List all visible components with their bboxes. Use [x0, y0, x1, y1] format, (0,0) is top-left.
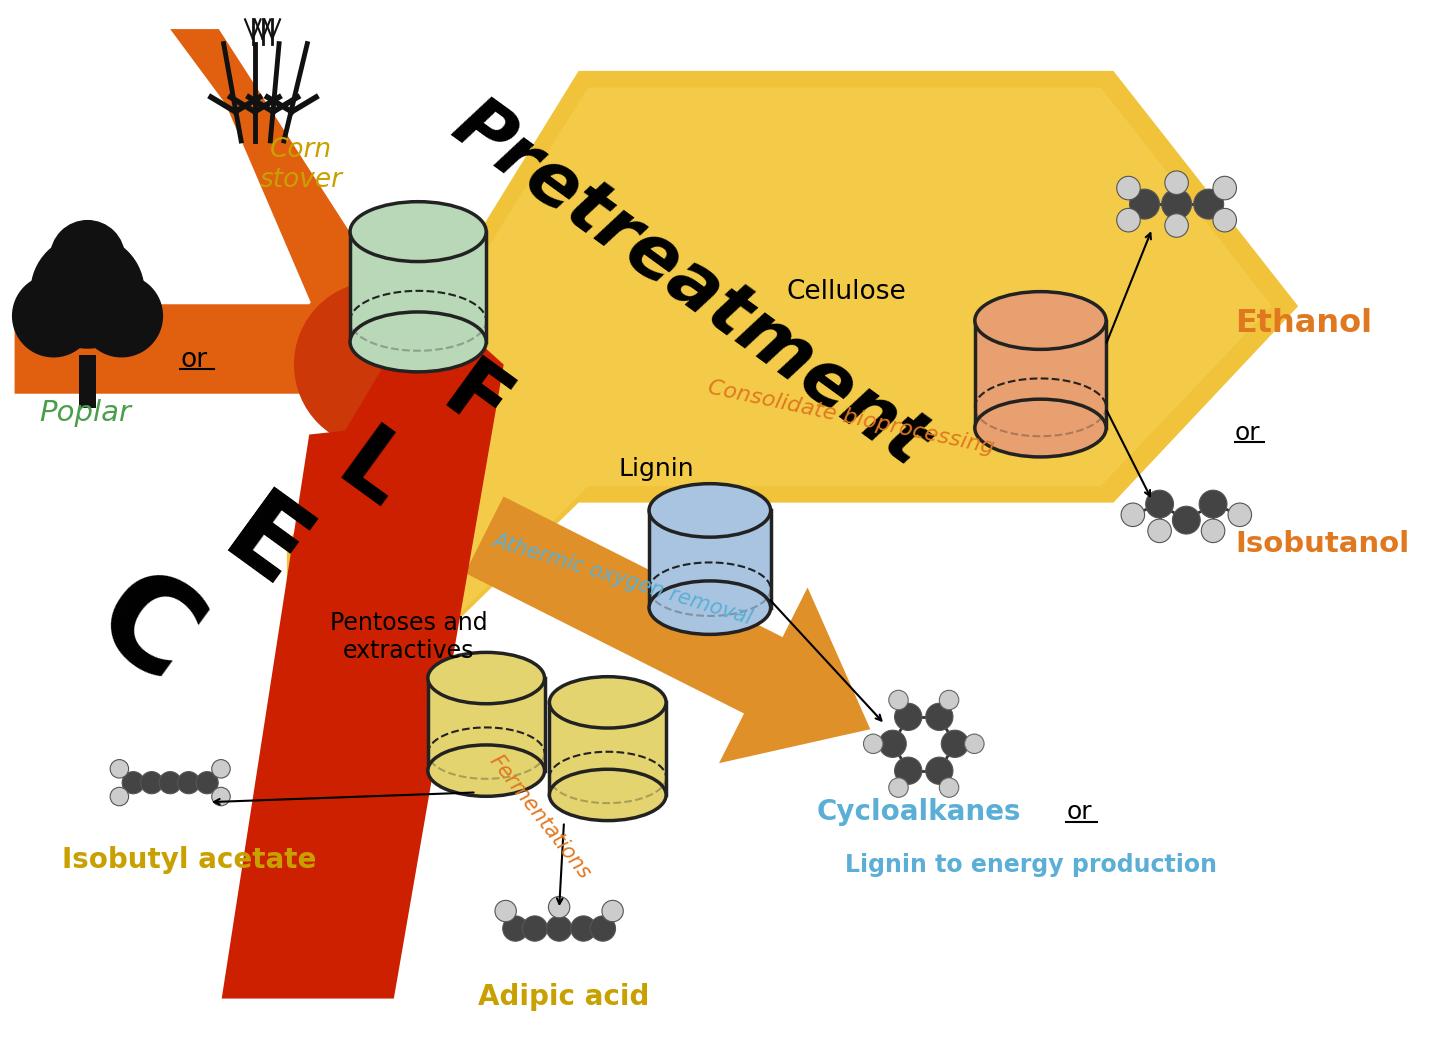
Bar — [975, 320, 1106, 429]
Circle shape — [926, 757, 953, 784]
Circle shape — [602, 900, 624, 922]
Text: Athermic oxygen removal: Athermic oxygen removal — [490, 529, 755, 628]
Polygon shape — [79, 355, 96, 408]
Text: F: F — [426, 351, 523, 453]
Circle shape — [81, 275, 163, 357]
Polygon shape — [222, 295, 504, 999]
Circle shape — [570, 916, 596, 941]
Text: Pretreatment: Pretreatment — [439, 88, 942, 482]
Bar — [550, 702, 667, 796]
Ellipse shape — [428, 652, 544, 704]
Circle shape — [50, 220, 124, 295]
Text: Poplar: Poplar — [39, 399, 131, 427]
Circle shape — [212, 788, 230, 805]
Circle shape — [1194, 189, 1224, 219]
Text: Cellulose: Cellulose — [786, 278, 906, 304]
Text: Pentoses and
extractives: Pentoses and extractives — [330, 611, 487, 663]
Text: Isobutyl acetate: Isobutyl acetate — [62, 846, 317, 875]
Circle shape — [212, 759, 230, 778]
Circle shape — [1116, 176, 1140, 200]
Circle shape — [926, 704, 953, 731]
Circle shape — [1116, 208, 1140, 232]
Circle shape — [1162, 189, 1191, 219]
Circle shape — [939, 690, 959, 710]
Circle shape — [864, 734, 883, 754]
Text: C: C — [71, 553, 220, 710]
Text: Ethanol: Ethanol — [1236, 309, 1372, 339]
Ellipse shape — [649, 484, 770, 538]
Circle shape — [109, 759, 128, 778]
Polygon shape — [14, 272, 413, 427]
Circle shape — [1129, 189, 1159, 219]
Ellipse shape — [550, 676, 667, 728]
Text: Consolidate bioprocessing: Consolidate bioprocessing — [706, 378, 996, 458]
Text: or: or — [1236, 421, 1260, 444]
Ellipse shape — [350, 202, 487, 261]
Circle shape — [158, 772, 181, 794]
Circle shape — [888, 778, 909, 797]
Circle shape — [141, 772, 163, 794]
Text: or: or — [181, 346, 207, 373]
Polygon shape — [465, 497, 870, 763]
Circle shape — [549, 897, 570, 918]
Circle shape — [1212, 208, 1237, 232]
Circle shape — [547, 916, 572, 941]
Ellipse shape — [428, 744, 544, 796]
Circle shape — [1122, 503, 1145, 526]
Ellipse shape — [350, 312, 487, 372]
Circle shape — [939, 778, 959, 797]
Circle shape — [942, 730, 969, 757]
Ellipse shape — [550, 770, 667, 821]
Polygon shape — [287, 71, 1297, 662]
Circle shape — [965, 734, 984, 754]
Ellipse shape — [649, 581, 770, 634]
Circle shape — [177, 772, 200, 794]
Text: Adipic acid: Adipic acid — [478, 983, 649, 1010]
Text: Lignin to energy production: Lignin to energy production — [845, 854, 1217, 878]
Text: Isobutanol: Isobutanol — [1236, 530, 1410, 559]
Polygon shape — [170, 29, 426, 399]
Circle shape — [295, 281, 459, 447]
Circle shape — [495, 900, 517, 922]
Bar — [350, 232, 487, 343]
Circle shape — [1212, 176, 1237, 200]
Circle shape — [503, 916, 528, 941]
Circle shape — [1165, 171, 1188, 194]
Circle shape — [590, 916, 615, 941]
Text: E: E — [203, 483, 325, 612]
Circle shape — [894, 704, 922, 731]
Text: Corn
stover: Corn stover — [261, 138, 343, 193]
Circle shape — [1172, 506, 1200, 534]
Ellipse shape — [975, 399, 1106, 457]
Circle shape — [196, 772, 219, 794]
Circle shape — [13, 275, 95, 357]
Text: or: or — [1067, 800, 1092, 824]
Text: Cycloalkanes: Cycloalkanes — [816, 798, 1021, 826]
Ellipse shape — [975, 292, 1106, 350]
Polygon shape — [310, 87, 1272, 645]
Circle shape — [1146, 490, 1174, 518]
Circle shape — [1200, 490, 1227, 518]
Circle shape — [122, 772, 144, 794]
Circle shape — [109, 788, 128, 805]
Text: Lignin: Lignin — [619, 457, 694, 481]
Circle shape — [523, 916, 547, 941]
Bar — [649, 510, 770, 609]
Circle shape — [32, 235, 144, 348]
Circle shape — [888, 690, 909, 710]
Circle shape — [878, 730, 906, 757]
Circle shape — [1165, 214, 1188, 237]
Text: Fermentations: Fermentations — [485, 751, 595, 883]
Circle shape — [1228, 503, 1251, 526]
Text: L: L — [320, 419, 423, 528]
Bar — [428, 678, 544, 772]
Circle shape — [1148, 519, 1171, 543]
Circle shape — [894, 757, 922, 784]
Circle shape — [1201, 519, 1225, 543]
